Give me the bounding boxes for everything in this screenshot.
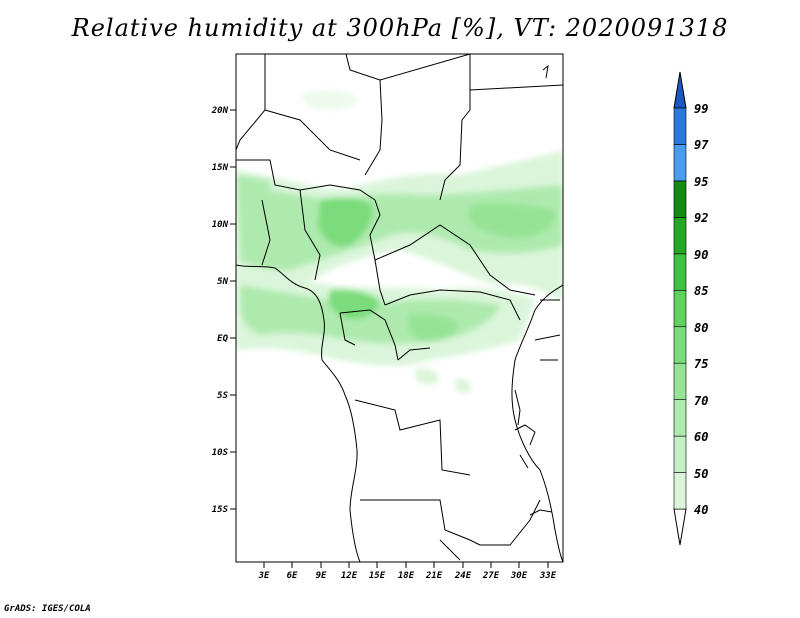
colorbar-swatch (673, 435, 687, 473)
lon-tick-label: 27E (482, 571, 500, 581)
colorbar-swatch (673, 472, 687, 510)
shade-congo-core (407, 314, 460, 342)
shade-north-band-core-e (468, 202, 556, 239)
shade-west-coast (236, 175, 272, 260)
colorbar-swatch (673, 180, 687, 218)
colorbar-swatch (673, 253, 687, 291)
lon-tick-label: 9E (316, 571, 327, 581)
lon-axis: 3E 6E 9E 12E 15E 18E 21E 24E 27E 30E 33E (258, 562, 557, 581)
colorbar-top-arrow (673, 71, 687, 109)
colorbar-label: 99 (694, 102, 708, 116)
lat-tick-label: 15S (212, 505, 229, 515)
lon-tick-label: 6E (287, 571, 298, 581)
humidity-shading (236, 89, 563, 394)
colorbar-label: 85 (694, 284, 708, 298)
colorbar-label: 70 (694, 394, 708, 408)
lon-tick-label: 12E (341, 571, 358, 581)
colorbar-label: 60 (694, 430, 708, 444)
colorbar-swatch (673, 326, 687, 364)
lat-tick-label: EQ (217, 334, 228, 344)
shade-equatorial-core (328, 289, 380, 320)
lat-tick-label: 5N (217, 277, 228, 287)
colorbar-label: 95 (694, 175, 708, 189)
lat-tick-label: 20N (211, 106, 229, 116)
lon-tick-label: 15E (369, 571, 386, 581)
shade-north-band-core-w (318, 197, 373, 247)
colorbar-label: 75 (694, 357, 708, 371)
lat-tick-label: 10S (212, 448, 229, 458)
shade-south-patch (415, 368, 439, 385)
lon-tick-label: 33E (539, 571, 557, 581)
colorbar: 99 97 95 92 90 85 80 75 70 60 50 40 (673, 71, 709, 546)
shade-sahara-patch (300, 89, 360, 110)
coastline-east (511, 284, 563, 562)
colorbar-swatch (673, 289, 687, 328)
colorbar-bottom-arrow (673, 508, 687, 546)
chart-title: Relative humidity at 300hPa [%], VT: 202… (71, 14, 729, 42)
colorbar-label: 80 (694, 321, 708, 335)
lat-tick-label: 5S (217, 391, 228, 401)
colorbar-swatch (673, 107, 687, 145)
shade-south-patch-2 (455, 378, 471, 394)
country-borders (236, 54, 563, 562)
coastline-west (236, 264, 361, 562)
colorbar-swatch (673, 362, 687, 400)
lon-tick-label: 24E (454, 571, 472, 581)
colorbar-label: 90 (694, 248, 708, 262)
lat-axis: 20N 15N 10N 5N EQ 5S 10S 15S (211, 106, 236, 515)
lat-tick-label: 10N (212, 220, 229, 230)
lon-tick-label: 3E (258, 571, 270, 581)
colorbar-label: 97 (694, 138, 709, 152)
lon-tick-label: 21E (425, 571, 443, 581)
colorbar-swatch (673, 217, 687, 255)
lon-tick-label: 30E (510, 571, 528, 581)
software-credit: GrADS: IGES/COLA (4, 604, 91, 614)
colorbar-label: 40 (694, 503, 708, 517)
map-frame (235, 53, 564, 563)
colorbar-label: 92 (694, 211, 708, 225)
colorbar-swatch (673, 144, 687, 182)
colorbar-swatch (673, 399, 687, 437)
colorbar-label: 50 (694, 467, 708, 481)
lon-tick-label: 18E (398, 571, 415, 581)
lat-tick-label: 15N (212, 163, 229, 173)
